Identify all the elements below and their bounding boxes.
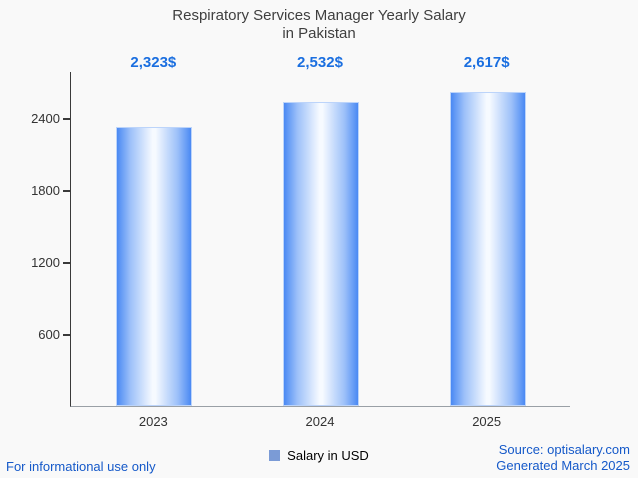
x-axis-label: 2023 <box>138 414 168 429</box>
generated-text: Generated March 2025 <box>496 458 630 473</box>
y-axis-tick-mark <box>63 334 70 336</box>
y-axis-tick-label: 2400 <box>31 111 60 126</box>
plot-area <box>70 72 570 407</box>
legend-label: Salary in USD <box>287 448 369 463</box>
chart-title-line2: in Pakistan <box>282 25 356 42</box>
y-axis-tick-mark <box>63 118 70 120</box>
bar-2025 <box>449 92 526 406</box>
bar-2023 <box>116 127 193 406</box>
bar-value-label: 2,532$ <box>297 54 343 71</box>
y-axis-tick-label: 600 <box>38 327 60 342</box>
x-axis-label: 2025 <box>472 414 502 429</box>
source-text[interactable]: Source: optisalary.com <box>498 442 630 457</box>
y-axis-tick-label: 1200 <box>31 255 60 270</box>
legend-swatch-icon <box>269 450 281 461</box>
legend: Salary in USD <box>0 448 638 463</box>
y-axis-tick-mark <box>63 190 70 192</box>
x-axis-label: 2024 <box>305 414 335 429</box>
chart-title-line1: Respiratory Services Manager Yearly Sala… <box>172 7 466 24</box>
source-block: Source: optisalary.com Generated March 2… <box>496 442 630 474</box>
bar-value-label: 2,617$ <box>463 54 510 71</box>
bar-value-label: 2,323$ <box>130 54 177 71</box>
chart-title: Respiratory Services Manager Yearly Sala… <box>0 7 638 43</box>
bar-2024 <box>283 102 359 406</box>
y-axis-tick-mark <box>63 262 70 264</box>
disclaimer-text: For informational use only <box>6 459 156 474</box>
y-axis-tick-label: 1800 <box>31 183 60 198</box>
